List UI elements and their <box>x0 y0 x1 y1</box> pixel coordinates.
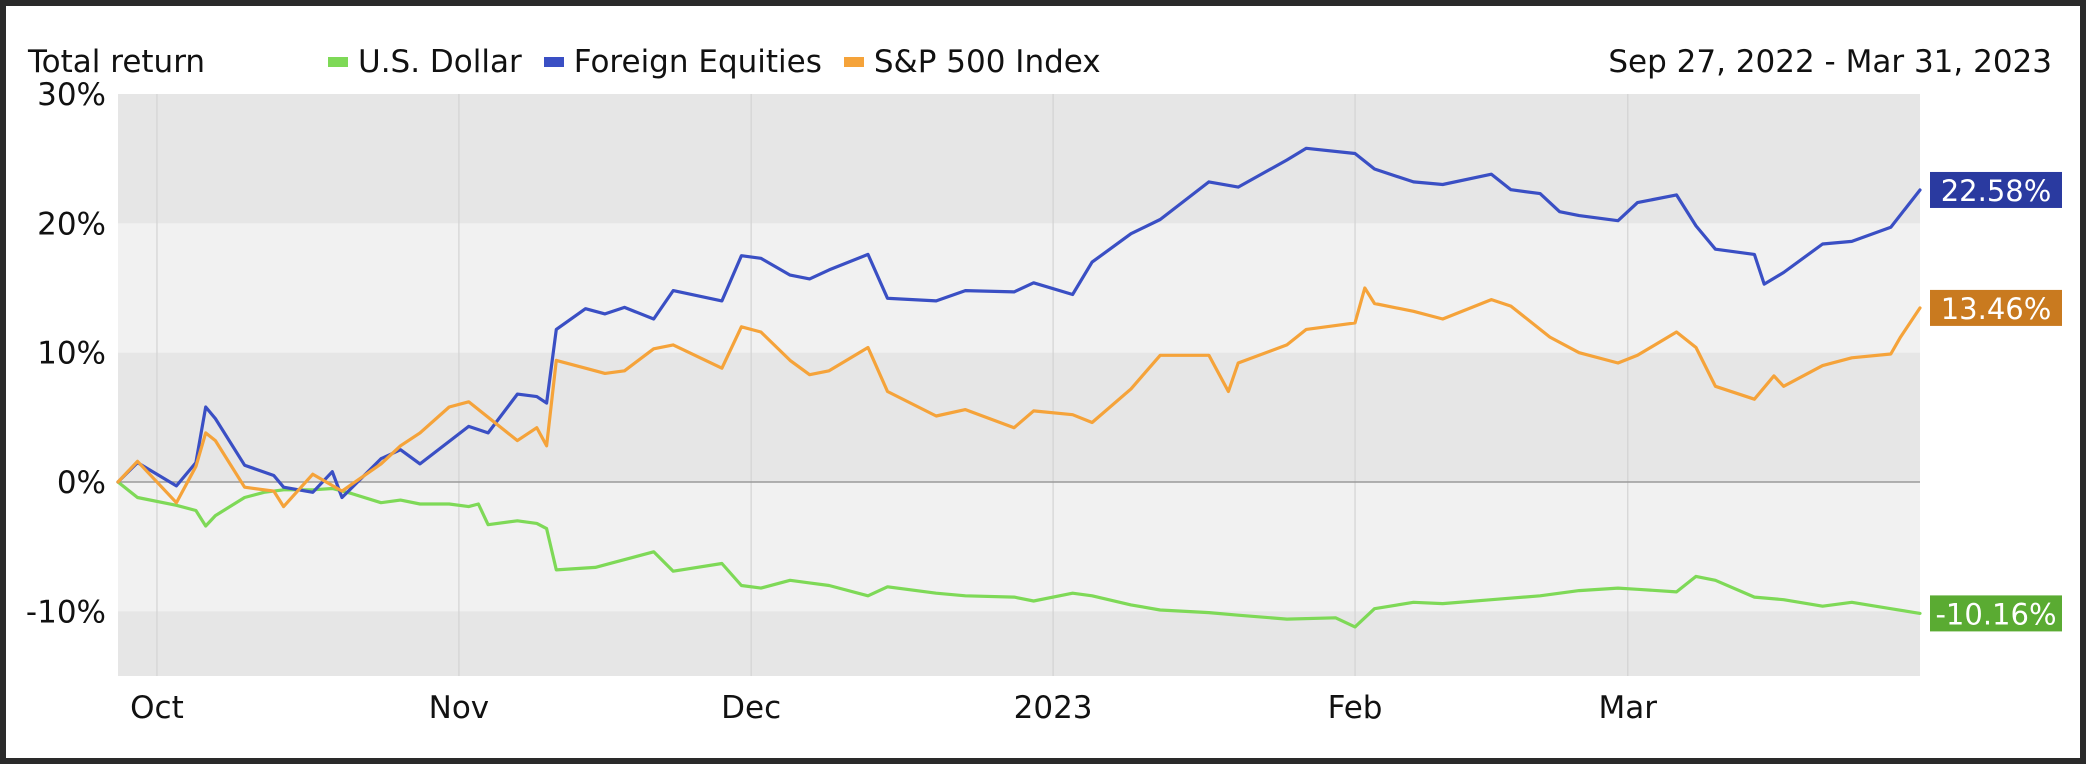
legend-label-foreign-equities: Foreign Equities <box>573 44 822 80</box>
x-tick-label: 2023 <box>1014 690 1093 726</box>
legend-item-us-dollar[interactable]: U.S. Dollar <box>328 44 522 80</box>
plot-band-1 <box>118 352 1920 482</box>
end-label-box-1 <box>1930 171 2062 208</box>
line-chart: Oct Nov Dec 2023 Feb Mar 30% 20% 10% 0% -10% -10.16… <box>26 77 2062 726</box>
plot-band-2 <box>118 611 1920 676</box>
y-tick-label: 30% <box>37 77 106 113</box>
end-label-0: -10.16% <box>1935 597 2056 631</box>
y-tick-label: -10% <box>26 594 106 630</box>
series-line-0 <box>116 480 1922 629</box>
end-label-box-0 <box>1930 595 2062 632</box>
x-tick-label: Nov <box>429 690 490 726</box>
end-label-box-2 <box>1930 289 2062 326</box>
chart-panel: Total return U.S. Dollar Foreign Equitie… <box>6 6 2080 758</box>
y-tick-label: 20% <box>37 206 106 242</box>
chart-title: Total return <box>28 44 206 80</box>
legend-item-foreign-equities[interactable]: Foreign Equities <box>543 44 822 80</box>
plot-band-0 <box>118 94 1920 224</box>
legend-swatch-sp500 <box>843 57 864 67</box>
series-line-1 <box>116 146 1922 500</box>
legend-item-sp500[interactable]: S&P 500 Index <box>843 44 1101 80</box>
x-tick-label: Oct <box>130 690 184 726</box>
x-tick-label: Dec <box>721 690 781 726</box>
legend-swatch-us-dollar <box>328 57 348 67</box>
legend-label-sp500: S&P 500 Index <box>873 44 1101 80</box>
x-tick-label: Mar <box>1599 690 1658 726</box>
legend-swatch-foreign-equities <box>543 57 564 67</box>
x-tick-label: Feb <box>1328 690 1383 726</box>
legend-label-us-dollar: U.S. Dollar <box>358 44 522 80</box>
y-tick-label: 10% <box>37 336 106 372</box>
end-label-2: 13.46% <box>1941 292 2052 326</box>
series-line-2 <box>116 286 1922 509</box>
date-range: Sep 27, 2022 - Mar 31, 2023 <box>1608 44 2052 80</box>
y-tick-label: 0% <box>57 465 106 501</box>
end-label-1: 22.58% <box>1941 174 2052 208</box>
legend: U.S. Dollar Foreign Equities S&P 500 Ind… <box>328 44 1123 80</box>
